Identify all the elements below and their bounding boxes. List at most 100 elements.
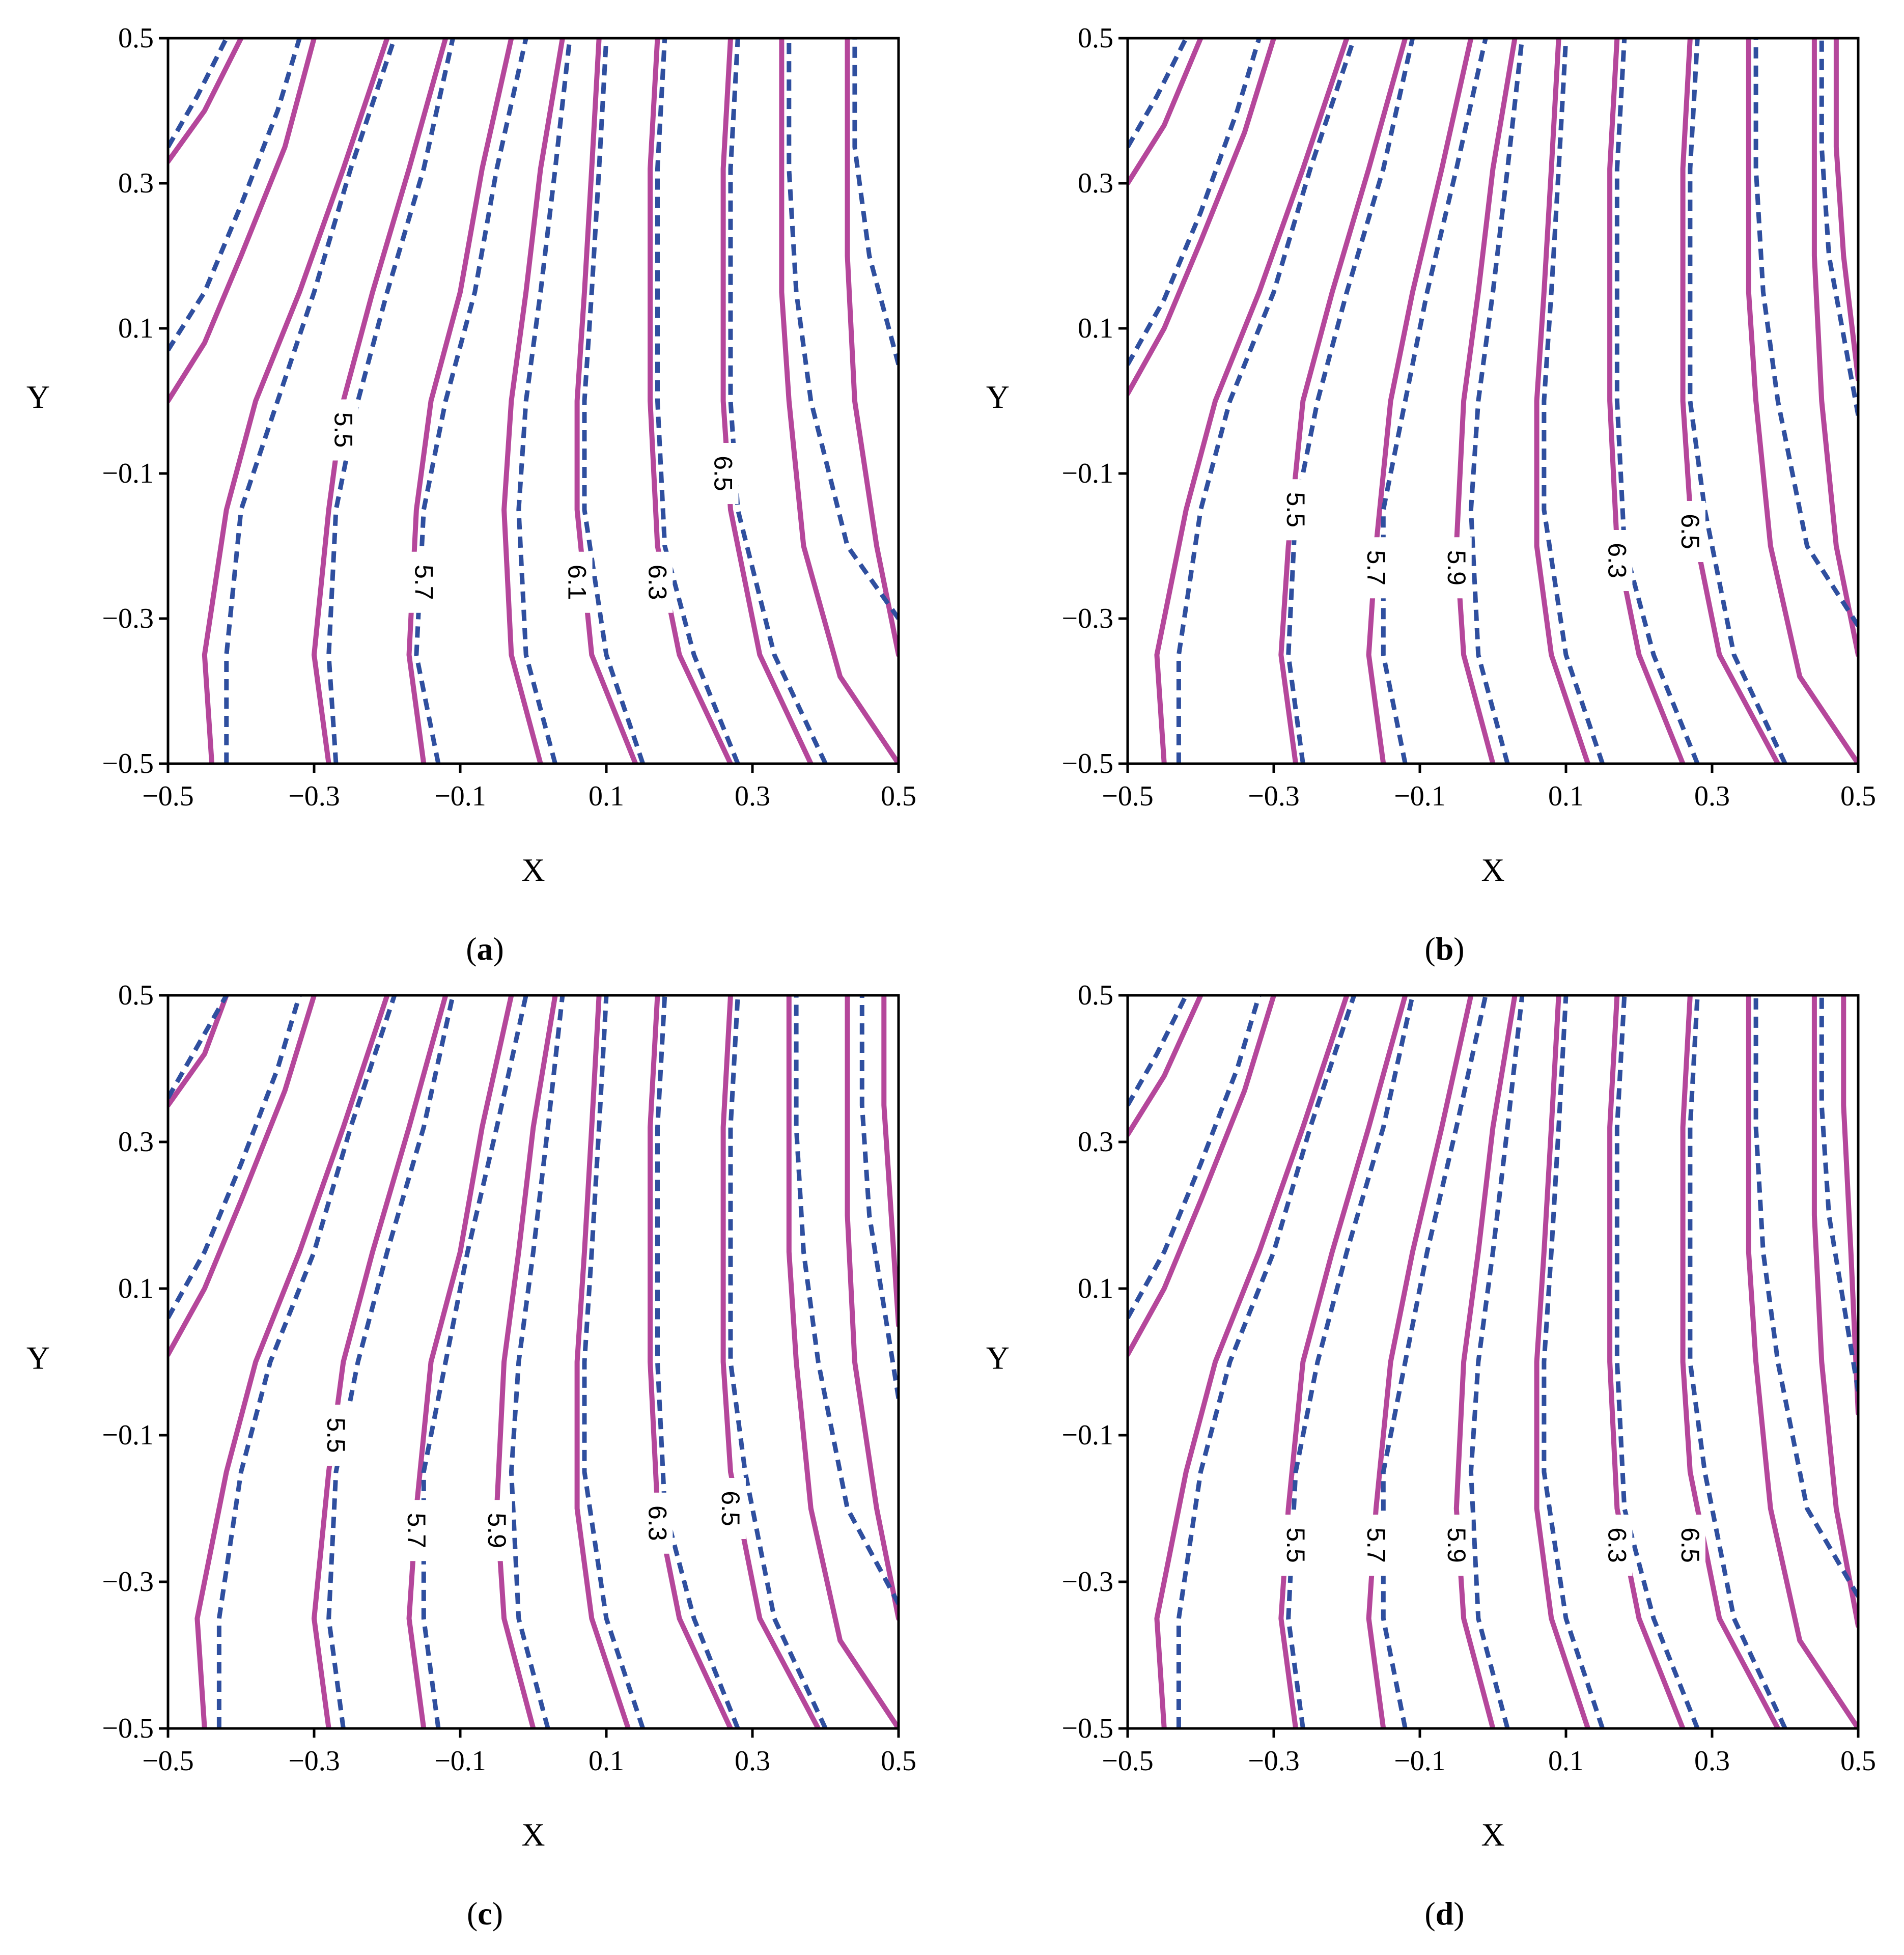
y-tick-label: −0.5 (102, 1713, 154, 1744)
contour-line-solid (1746, 995, 1858, 1728)
x-tick-label: 0.3 (735, 1745, 770, 1777)
panel-label-open: ( (1424, 1895, 1435, 1932)
x-tick-label: 0.3 (1694, 1745, 1730, 1777)
panel-label-letter: c (478, 1895, 492, 1932)
y-tick-label: −0.3 (102, 603, 154, 634)
contour-line-solid (1607, 995, 1686, 1728)
contour-label-backdrop (1360, 1515, 1391, 1576)
contour-line-dashed (216, 995, 397, 1728)
x-axis-title: X (521, 1817, 545, 1853)
contour-line-dashed (1468, 995, 1525, 1728)
contour-line-dashed (168, 38, 302, 352)
y-tick-label: 0.5 (118, 980, 154, 1011)
contour-line-solid (1154, 38, 1350, 764)
contour-lines (1128, 995, 1858, 1728)
plot-frame (166, 994, 900, 1730)
contour-line-dashed (655, 995, 740, 1728)
contour-line-dashed (728, 38, 828, 764)
contour-line-solid (1366, 995, 1474, 1728)
x-axis: −0.5 −0.3 −0.1 0.1 0.3 0.5 (142, 1728, 916, 1777)
contour-label: 6.3 (1603, 1527, 1631, 1563)
contour-label: 5.5 (1281, 1527, 1310, 1563)
y-tick-label: 0.3 (1078, 167, 1113, 199)
contour-line-dashed (509, 995, 565, 1728)
contour-line-solid (1680, 38, 1781, 764)
contour-label-backdrop (1602, 530, 1633, 591)
contour-line-solid (168, 995, 317, 1357)
contour-label: 5.5 (322, 1417, 350, 1453)
contour-label-backdrop (1441, 537, 1472, 599)
contour-line-solid (1128, 38, 1276, 397)
contour-line-solid (574, 995, 631, 1728)
contour-line-dashed (1128, 995, 1188, 1107)
contour-label: 6.3 (1603, 543, 1631, 578)
contour-label-backdrop (481, 1500, 512, 1561)
contour-line-dashed (1128, 995, 1262, 1319)
contour-line-dashed (1128, 38, 1262, 366)
contour-line-solid (406, 38, 514, 764)
contour-line-dashed (516, 38, 572, 764)
contour-line-dashed (1688, 38, 1787, 764)
y-axis: −0.5 −0.3 −0.1 0.1 0.3 0.5 (102, 22, 168, 779)
y-axis-title: Y (986, 1340, 1010, 1376)
contour-label: 6.5 (1676, 514, 1704, 549)
panel-label-open: ( (466, 931, 477, 967)
x-tick-label: 0.3 (1694, 780, 1730, 812)
y-axis-title: Y (26, 1340, 50, 1376)
y-tick-label: −0.3 (1061, 1566, 1113, 1598)
contour-label-backdrop (1441, 1515, 1472, 1576)
y-tick-label: −0.3 (102, 1566, 154, 1598)
contour-line-dashed (1542, 995, 1605, 1728)
x-tick-label: 0.5 (1840, 1745, 1876, 1777)
contour-line-solid (845, 38, 899, 658)
x-tick-label: 0.1 (589, 780, 624, 812)
contour-line-dashed (859, 995, 899, 1399)
contour-label-backdrop (642, 1492, 673, 1554)
y-axis-title: Y (26, 379, 50, 415)
contour-line-solid (202, 38, 390, 764)
x-axis-title: X (521, 852, 545, 888)
x-tick-label: −0.1 (1394, 780, 1446, 812)
y-axis: −0.5 −0.3 −0.1 0.1 0.3 0.5 (1061, 980, 1128, 1744)
panel-label: (b) (1424, 931, 1464, 967)
contour-label-backdrop (321, 1405, 352, 1466)
contour-line-dashed (1176, 38, 1357, 764)
contour-line-solid (720, 995, 821, 1728)
contour-line-dashed (1614, 38, 1700, 764)
contour-line-dashed (794, 995, 899, 1605)
x-axis: −0.5 −0.3 −0.1 0.1 0.3 0.5 (1102, 1728, 1876, 1777)
contour-label: 6.1 (563, 565, 592, 600)
panel-label-letter: b (1436, 931, 1454, 967)
contour-line-solid (1534, 995, 1591, 1728)
contour-label-backdrop (1360, 537, 1391, 599)
contour-line-solid (312, 995, 449, 1728)
contour-line-dashed (421, 995, 528, 1728)
contour-label: 5.7 (1362, 550, 1390, 585)
contour-label-backdrop (1674, 1515, 1705, 1576)
contour-line-solid (648, 38, 733, 764)
x-tick-label: −0.1 (434, 780, 486, 812)
x-tick-label: −0.1 (1394, 1745, 1446, 1777)
contour-line-dashed (582, 995, 646, 1728)
contour-line-solid (1154, 995, 1350, 1728)
contour-line-solid (786, 995, 899, 1728)
panel-b: 5.5 5.7 5.9 6.3 6.5 −0.5 −0.3 −0.1 0.1 0.3 0.5 X −0.… (986, 22, 1876, 967)
contour-line-solid (1453, 995, 1518, 1728)
contour-line-dashed (1286, 995, 1415, 1728)
contour-line-solid (1811, 38, 1858, 658)
plot-frame (166, 37, 900, 765)
y-axis: −0.5 −0.3 −0.1 0.1 0.3 0.5 (1061, 22, 1128, 779)
contour-line-dashed (1753, 38, 1858, 627)
contour-line-solid (1811, 995, 1858, 1629)
contour-label: 5.9 (1442, 550, 1471, 585)
x-tick-label: −0.5 (142, 780, 194, 812)
contour-label-backdrop (408, 551, 439, 613)
contour-line-solid (1841, 995, 1858, 1416)
contour-line-solid (1746, 38, 1858, 764)
x-tick-label: −0.3 (1248, 780, 1300, 812)
contour-line-dashed (728, 995, 828, 1728)
contour-label: 5.5 (329, 412, 357, 448)
contour-line-dashed (1176, 995, 1357, 1728)
contour-label: 6.5 (709, 456, 738, 491)
